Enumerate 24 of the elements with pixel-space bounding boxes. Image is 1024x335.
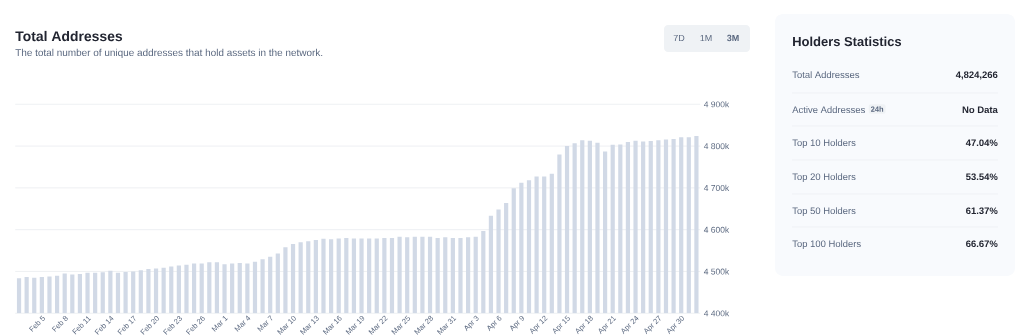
category-label: Active Addresses <box>792 106 865 114</box>
y-tick-label: 4 700k <box>703 184 730 191</box>
text: 53.54% <box>966 173 998 181</box>
y-tick-label: 4 600k <box>703 226 730 233</box>
y-tick-label: 4 500k <box>703 268 730 275</box>
text: No Data <box>962 106 998 114</box>
text: 61.37% <box>966 207 998 215</box>
y-tick-label: 4 800k <box>703 142 730 150</box>
category-label: Total Addresses <box>792 71 860 79</box>
category-label: Top 50 Holders <box>792 207 856 216</box>
category-label: Top 100 Holders <box>792 240 861 249</box>
text: 1M <box>700 34 712 42</box>
text: Holders Statistics <box>793 36 902 47</box>
text: 47.04% <box>965 139 998 147</box>
text: 66.67% <box>966 240 998 248</box>
chart-subtitle: The total number of unique addresses that hold assets in the network. <box>15 48 323 59</box>
text: 4,824,266 <box>955 71 998 80</box>
chart-title: Total Addresses <box>15 30 123 42</box>
y-tick-label: 4 400k <box>703 310 730 317</box>
text: 3M <box>726 34 739 42</box>
category-label: Top 10 Holders <box>792 139 856 148</box>
text: 7D <box>673 34 685 42</box>
category-label: Top 20 Holders <box>792 173 856 182</box>
y-tick-label: 4 900k <box>703 101 730 108</box>
